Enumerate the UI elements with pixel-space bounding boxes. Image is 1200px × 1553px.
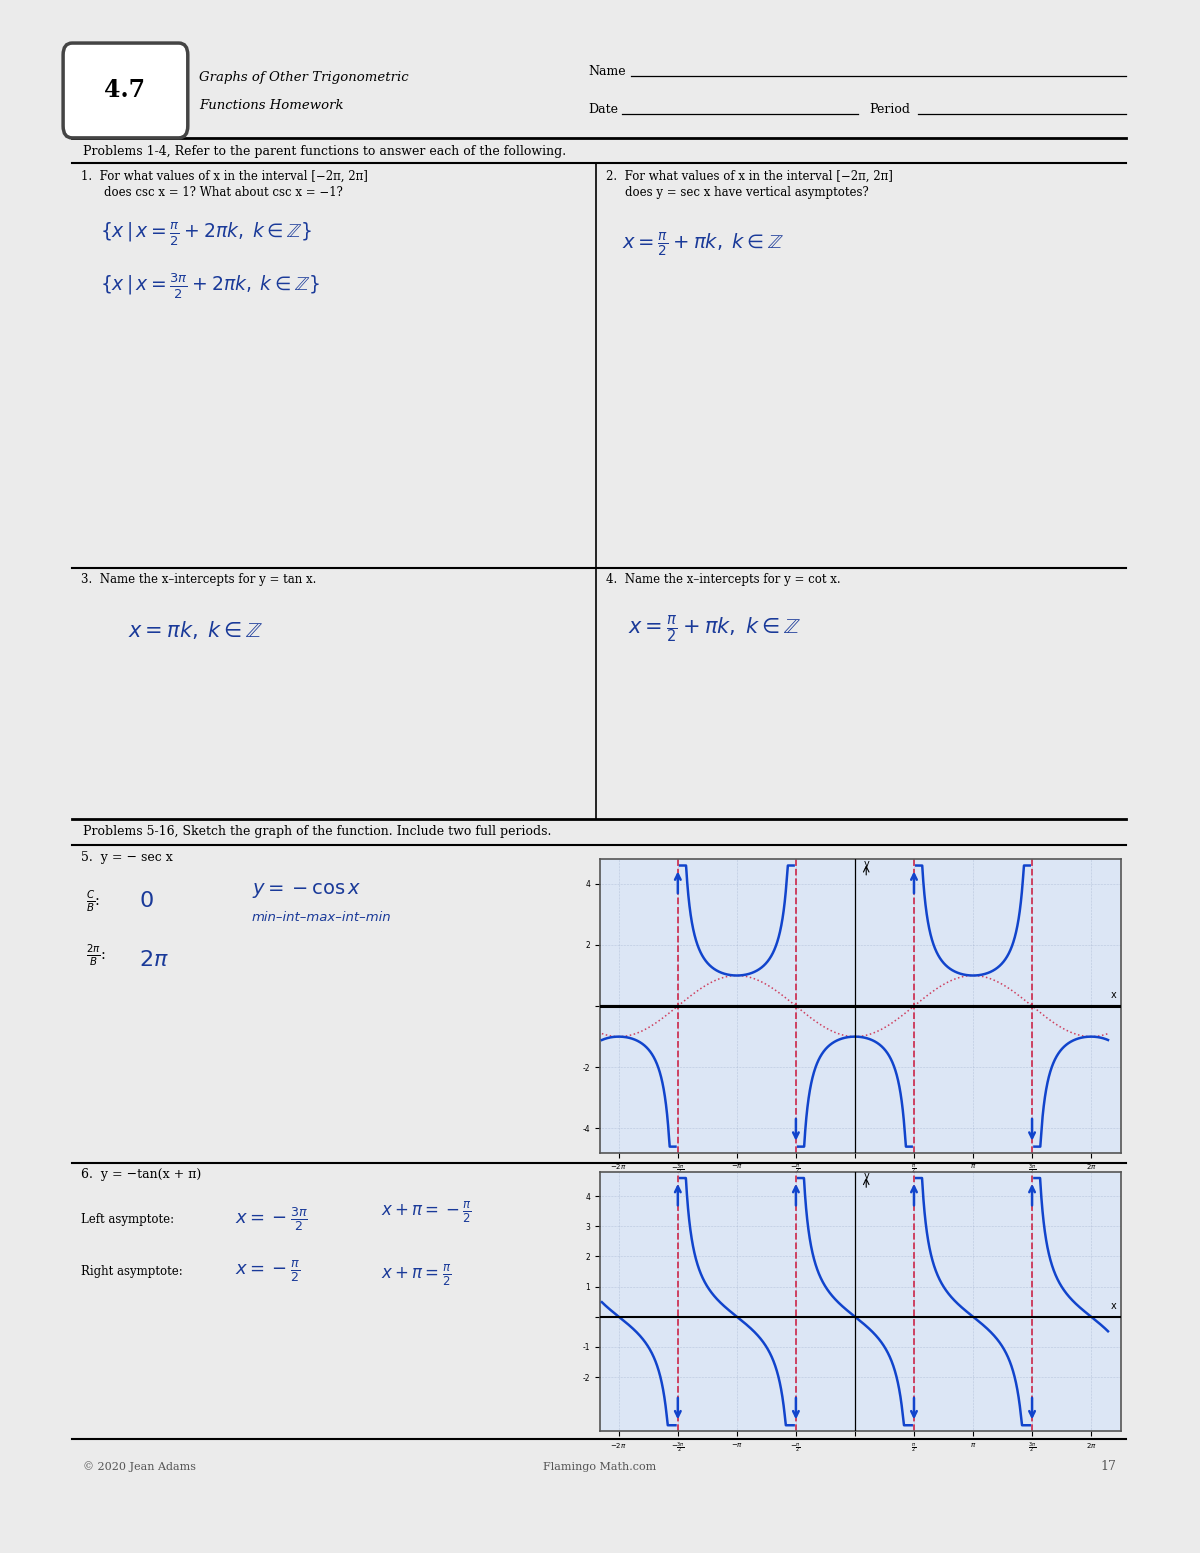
Text: y: y — [863, 1171, 869, 1180]
Text: x: x — [1111, 1301, 1116, 1311]
Text: $x = \frac{\pi}{2} + \pi k,\; k \in \mathbb{Z}$: $x = \frac{\pi}{2} + \pi k,\; k \in \mat… — [623, 230, 785, 259]
Text: $y = -\cos x$: $y = -\cos x$ — [252, 881, 361, 901]
Text: does y = sec x have vertical asymptotes?: does y = sec x have vertical asymptotes? — [625, 186, 869, 199]
Text: does csc x = 1? What about csc x = −1?: does csc x = 1? What about csc x = −1? — [103, 186, 342, 199]
Text: 17: 17 — [1100, 1460, 1117, 1474]
Text: $x + \pi = \frac{\pi}{2}$: $x + \pi = \frac{\pi}{2}$ — [380, 1263, 451, 1289]
Text: $x = \pi k,\; k \in \mathbb{Z}$: $x = \pi k,\; k \in \mathbb{Z}$ — [128, 618, 264, 641]
Text: $\frac{2\pi}{B}$:: $\frac{2\pi}{B}$: — [85, 943, 106, 969]
Text: 1.  For what values of x in the interval [−2π, 2π]: 1. For what values of x in the interval … — [82, 169, 368, 183]
Text: Graphs of Other Trigonometric: Graphs of Other Trigonometric — [199, 70, 409, 84]
Text: 4.7: 4.7 — [104, 79, 145, 102]
Text: $x + \pi = -\frac{\pi}{2}$: $x + \pi = -\frac{\pi}{2}$ — [380, 1199, 472, 1225]
Text: Date: Date — [589, 102, 619, 116]
Text: Functions Homework: Functions Homework — [199, 99, 343, 112]
Text: Problems 1-4, Refer to the parent functions to answer each of the following.: Problems 1-4, Refer to the parent functi… — [83, 144, 566, 158]
Text: $x = \frac{\pi}{2} + \pi k,\; k \in \mathbb{Z}$: $x = \frac{\pi}{2} + \pi k,\; k \in \mat… — [628, 613, 802, 646]
Text: $\{x\,|\,x = \frac{\pi}{2} + 2\pi k,\; k \in \mathbb{Z}\}$: $\{x\,|\,x = \frac{\pi}{2} + 2\pi k,\; k… — [100, 221, 312, 248]
Text: Period: Period — [870, 102, 911, 116]
Text: 2.  For what values of x in the interval [−2π, 2π]: 2. For what values of x in the interval … — [606, 169, 893, 183]
Text: $\{x\,|\,x = \frac{3\pi}{2} + 2\pi k,\; k \in \mathbb{Z}\}$: $\{x\,|\,x = \frac{3\pi}{2} + 2\pi k,\; … — [100, 272, 320, 301]
FancyBboxPatch shape — [64, 43, 187, 138]
Text: $\frac{C}{B}$:: $\frac{C}{B}$: — [85, 888, 100, 913]
Text: $2\pi$: $2\pi$ — [139, 950, 169, 971]
Text: Right asymptote:: Right asymptote: — [82, 1264, 182, 1278]
Text: 6.  y = −tan(x + π): 6. y = −tan(x + π) — [82, 1168, 202, 1182]
Text: Problems 5-16, Sketch the graph of the function. Include two full periods.: Problems 5-16, Sketch the graph of the f… — [83, 825, 552, 837]
Text: $x = -\frac{\pi}{2}$: $x = -\frac{\pi}{2}$ — [235, 1258, 300, 1284]
Text: y: y — [863, 859, 869, 868]
Text: 5.  y = − sec x: 5. y = − sec x — [82, 851, 173, 865]
Text: x: x — [1111, 989, 1116, 1000]
Text: 0: 0 — [139, 891, 154, 912]
Text: $x = -\frac{3\pi}{2}$: $x = -\frac{3\pi}{2}$ — [235, 1205, 308, 1233]
Text: © 2020 Jean Adams: © 2020 Jean Adams — [83, 1461, 197, 1472]
Text: Flamingo Math.com: Flamingo Math.com — [544, 1461, 656, 1472]
Text: 4.  Name the x–intercepts for y = cot x.: 4. Name the x–intercepts for y = cot x. — [606, 573, 840, 585]
Text: 3.  Name the x–intercepts for y = tan x.: 3. Name the x–intercepts for y = tan x. — [82, 573, 317, 585]
Text: min–int–max–int–min: min–int–max–int–min — [252, 910, 391, 924]
Text: Left asymptote:: Left asymptote: — [82, 1213, 174, 1225]
Text: Name: Name — [589, 65, 626, 78]
